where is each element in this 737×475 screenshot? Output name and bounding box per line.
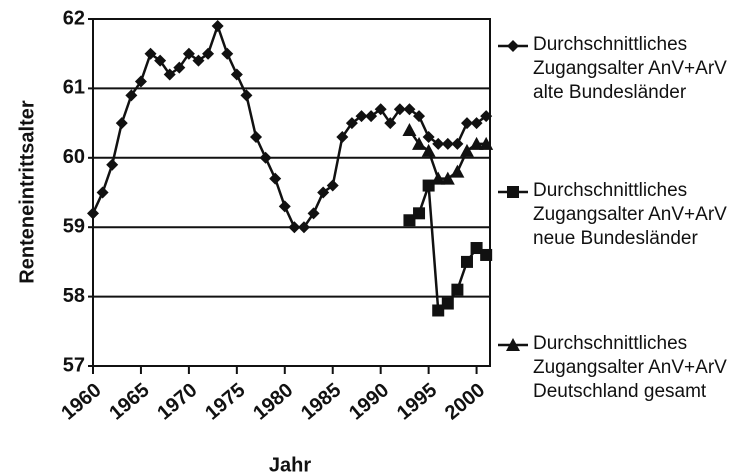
marker [250,130,263,143]
marker [182,47,195,60]
marker [106,158,119,171]
plot-frame [92,18,491,367]
marker [202,47,215,60]
x-tick-label: 1990 [345,379,393,424]
marker [192,54,205,67]
marker [480,248,493,261]
x-tick-label: 1980 [249,379,297,424]
marker [432,137,445,150]
marker [413,207,426,220]
marker [278,200,291,213]
y-axis-label: Renteneintrittsalter [16,100,38,284]
marker [134,75,147,88]
marker [154,54,167,67]
marker [144,47,157,60]
marker [441,297,454,310]
x-tick-label: 1995 [393,379,441,424]
marker [240,89,253,102]
marker [470,242,483,255]
marker [422,179,435,192]
marker [393,103,406,116]
marker [317,186,330,199]
x-tick-label: 1985 [297,379,345,424]
legend-label: Durchschnittliches Zugangsalter AnV+ArV … [533,180,727,249]
marker [307,207,320,220]
legend-marker [507,40,519,52]
marker [173,61,186,74]
marker [326,179,339,192]
marker [115,117,128,130]
marker [259,151,272,164]
marker [432,304,445,317]
marker [336,130,349,143]
marker [402,123,417,137]
y-tick-label: 62 [63,7,85,29]
marker [374,103,387,116]
marker [470,117,483,130]
x-tick-label: 1965 [105,379,153,424]
marker [403,214,416,227]
marker [230,68,243,81]
marker [413,110,426,123]
marker [431,171,446,185]
marker [440,171,455,185]
marker [451,283,464,296]
x-axis-label: Jahr [269,454,311,475]
marker [125,89,138,102]
y-tick-label: 59 [63,215,85,237]
marker [163,68,176,81]
x-tick-label: 1975 [201,379,249,424]
marker [450,164,465,178]
marker [345,117,358,130]
legend-marker [507,186,519,198]
marker [288,221,301,234]
marker [211,19,224,32]
x-tick-label: 1970 [153,379,201,424]
marker [96,186,109,199]
legend-label: Durchschnittliches Zugangsalter AnV+ArV … [533,34,727,103]
marker [87,207,99,220]
marker [297,221,310,234]
marker [441,137,454,150]
marker [422,130,435,143]
marker [460,255,473,268]
y-tick-label: 60 [63,146,85,168]
y-tick-label: 58 [63,285,85,307]
marker [221,47,234,60]
y-tick-label: 61 [63,77,85,99]
marker [451,137,464,150]
legend-marker [506,338,520,351]
marker [421,143,436,157]
marker [480,110,493,123]
y-tick-label: 57 [63,354,85,376]
marker [459,143,474,157]
x-tick-label: 1960 [57,379,105,424]
marker [269,172,282,185]
marker [355,110,368,123]
marker [412,136,427,150]
legend-label: Durchschnittliches Zugangsalter AnV+ArV … [533,333,727,402]
marker [469,136,484,150]
x-tick-label: 2000 [441,379,489,424]
series-line [408,129,487,180]
marker [384,117,397,130]
marker [479,136,494,150]
marker [365,110,378,123]
marker [460,117,473,130]
marker [403,103,416,116]
